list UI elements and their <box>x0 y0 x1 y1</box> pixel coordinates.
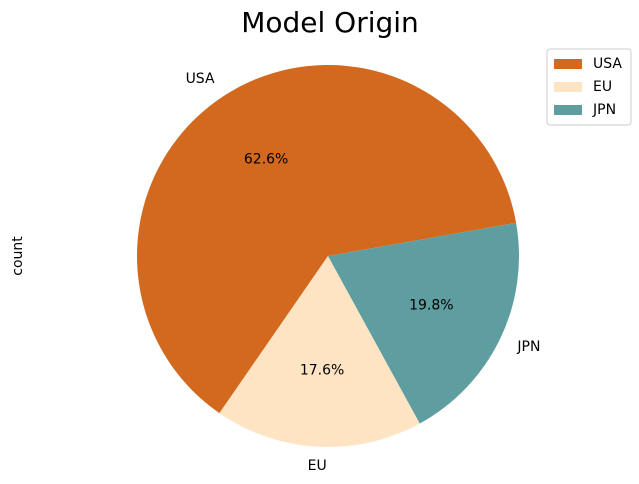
value-label: 19.8% <box>409 298 453 314</box>
legend-swatch <box>554 82 582 92</box>
legend-label: EU <box>593 79 612 95</box>
category-label: EU <box>308 458 327 474</box>
legend-label: USA <box>593 56 622 72</box>
legend-swatch <box>554 105 582 115</box>
legend-swatch <box>554 59 582 69</box>
category-label: USA <box>186 71 215 87</box>
legend-label: JPN <box>592 102 616 118</box>
pie-wedge <box>219 256 420 447</box>
pie-wedge <box>328 222 519 424</box>
category-label: JPN <box>516 339 540 355</box>
pie-wedge <box>136 64 517 414</box>
y-axis-label: count <box>10 236 26 276</box>
value-label: 17.6% <box>300 362 344 378</box>
value-label: 62.6% <box>244 152 288 168</box>
chart-title: Model Origin <box>241 6 419 39</box>
